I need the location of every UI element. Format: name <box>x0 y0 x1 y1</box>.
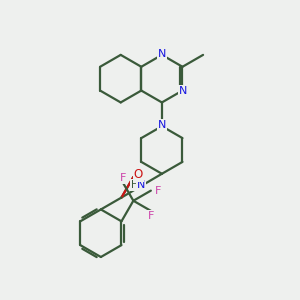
Text: N: N <box>158 49 166 59</box>
Text: F: F <box>120 173 126 183</box>
Text: N: N <box>179 85 188 96</box>
Text: N: N <box>158 120 166 130</box>
Text: F: F <box>154 186 161 196</box>
Text: O: O <box>134 169 143 182</box>
Text: H: H <box>131 180 139 190</box>
Text: F: F <box>148 211 154 221</box>
Text: N: N <box>136 180 145 190</box>
